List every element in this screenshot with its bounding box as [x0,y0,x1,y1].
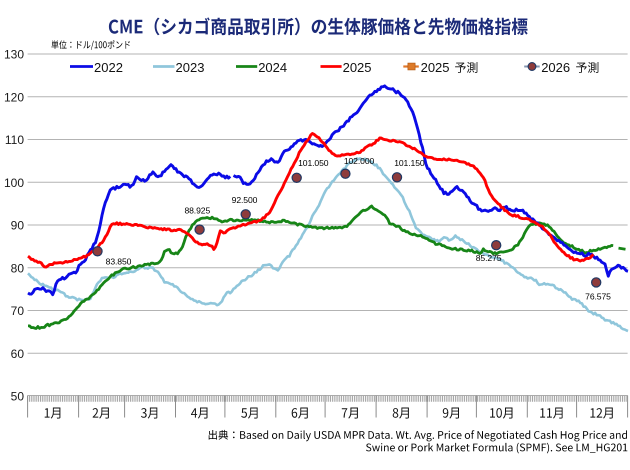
svg-text:50: 50 [11,390,25,404]
svg-text:2025: 2025 [343,60,372,75]
svg-text:2026: 2026 [541,60,570,75]
svg-text:60: 60 [11,347,25,361]
svg-text:83.850: 83.850 [106,256,132,266]
svg-text:101.150: 101.150 [394,158,425,168]
svg-text:2025: 2025 [421,60,450,75]
svg-text:2023: 2023 [176,60,205,75]
svg-text:90: 90 [11,219,25,233]
svg-text:80: 80 [11,261,25,275]
svg-text:70: 70 [11,304,25,318]
svg-text:76.575: 76.575 [585,291,611,301]
svg-text:2024: 2024 [258,60,287,75]
svg-text:2022: 2022 [94,60,123,75]
svg-text:88.925: 88.925 [184,206,210,216]
svg-text:101.050: 101.050 [298,158,329,168]
svg-text:100: 100 [4,176,24,190]
svg-text:110: 110 [5,133,24,147]
svg-text:85.275: 85.275 [476,253,502,263]
svg-text:102.000: 102.000 [344,156,375,166]
svg-text:120: 120 [4,90,24,104]
svg-text:130: 130 [4,48,24,62]
svg-text:92.500: 92.500 [232,195,258,205]
